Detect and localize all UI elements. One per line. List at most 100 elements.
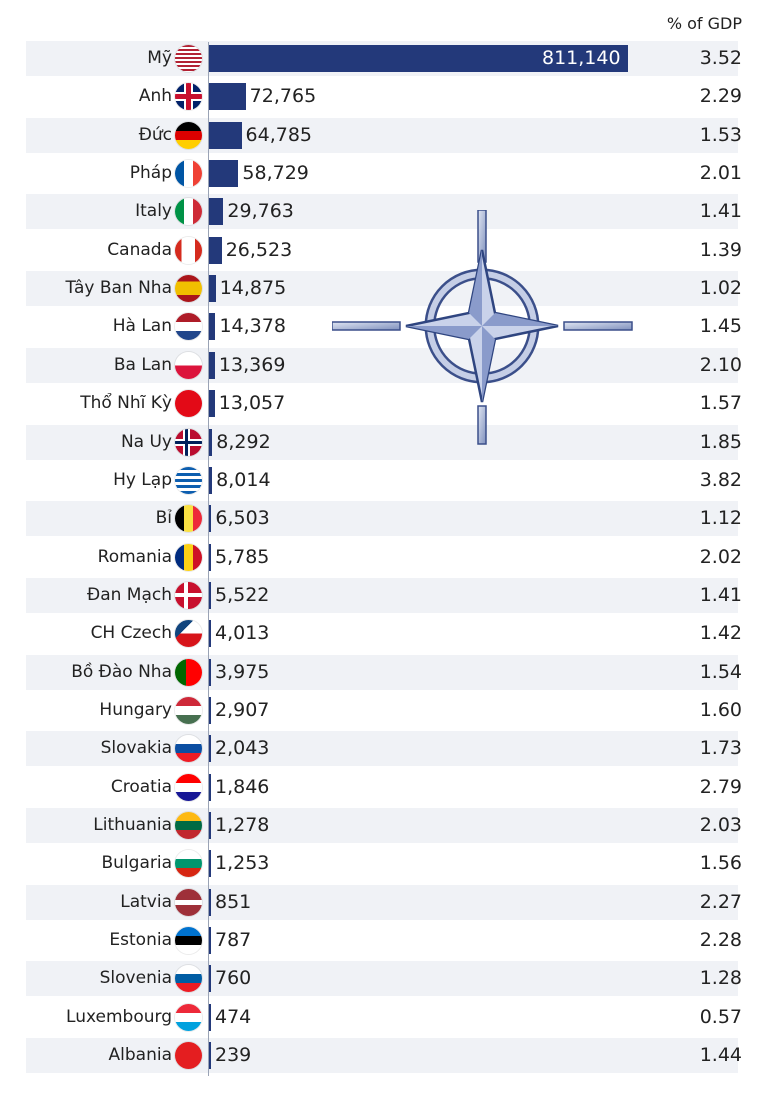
value-label: 72,765 [249,85,317,108]
value-label: 8,292 [216,430,271,453]
spending-bar [208,658,211,686]
spending-bar [208,543,211,571]
country-label: Slovenia [99,968,172,989]
country-label: Đức [138,124,172,145]
gdp-percent-value: 0.57 [699,1005,742,1028]
spending-bar [208,620,211,648]
gdp-percent-value: 3.82 [699,468,742,491]
table-row: Mỹ 811,140 3.52 [26,41,742,76]
value-label: 2,907 [215,698,270,721]
country-label: Đan Mạch [87,584,172,605]
table-row: Đức 64,785 1.53 [26,117,742,153]
croatia-flag-icon [175,773,202,801]
gdp-percent-value: 2.79 [699,775,742,798]
country-label: Estonia [109,930,172,951]
gdp-percent-value: 1.39 [699,238,742,261]
spending-bar [208,275,216,303]
value-label: 1,253 [215,852,270,875]
country-label: Canada [107,239,172,260]
netherlands-flag-icon [175,313,202,341]
gdp-percent-value: 2.01 [699,162,742,185]
value-label: 13,057 [218,392,286,415]
value-label: 64,785 [245,123,313,146]
table-row: Albania 239 1.44 [26,1038,742,1074]
value-label: 5,522 [215,583,270,606]
gdp-percent-value: 2.28 [699,929,742,952]
bulgaria-flag-icon [175,850,202,878]
value-label: 3,975 [215,660,270,683]
hungary-flag-icon [175,696,202,724]
spending-bar [208,1042,211,1070]
country-label: Latvia [120,891,172,912]
gdp-percent-value: 1.54 [699,660,742,683]
country-label: Bồ Đào Nha [71,661,172,682]
us-flag-icon [175,45,202,72]
italy-flag-icon [175,198,202,226]
spending-bar [208,390,215,418]
table-row: Estonia 787 2.28 [26,923,742,958]
table-row: Slovenia 760 1.28 [26,961,742,997]
gdp-percent-value: 1.60 [699,698,742,721]
table-row: Tây Ban Nha 14,875 1.02 [26,271,742,307]
gdp-percent-value: 1.41 [699,583,742,606]
spending-bar [208,505,212,533]
table-row: Hungary 2,907 1.60 [26,693,742,728]
spending-bar [208,198,224,226]
spain-flag-icon [175,275,202,303]
country-label: Hungary [99,699,172,720]
gdp-percent-value: 1.41 [699,200,742,223]
table-row: Bỉ 6,503 1.12 [26,501,742,537]
country-label: Albania [108,1045,172,1066]
country-label: Slovakia [100,738,172,759]
country-label: Luxembourg [66,1006,172,1027]
spending-bar [208,581,211,609]
table-row: Anh 72,765 2.29 [26,79,742,114]
value-label: 6,503 [215,507,270,530]
spending-bar [208,83,246,111]
value-label: 760 [215,967,252,990]
country-label: Tây Ban Nha [65,278,172,299]
gdp-percent-value: 1.85 [699,430,742,453]
gdp-percent-value: 3.52 [699,47,742,69]
germany-flag-icon [175,121,202,149]
value-label: 851 [215,890,252,913]
value-label: 239 [215,1044,252,1067]
gdp-percent-value: 1.42 [699,622,742,645]
table-row: Luxembourg 474 0.57 [26,1000,742,1035]
luxembourg-flag-icon [175,1003,202,1031]
czech-flag-icon [175,620,202,648]
latvia-flag-icon [175,888,202,916]
spending-bar [208,121,242,149]
spending-bar [208,927,211,955]
spending-bar [208,351,215,379]
value-label: 474 [215,1005,252,1028]
country-label: Hà Lan [112,316,172,337]
estonia-flag-icon [175,927,202,955]
denmark-flag-icon [175,581,202,609]
country-label: Croatia [110,776,172,797]
table-row: Croatia 1,846 2.79 [26,770,742,805]
spending-bar [208,696,211,724]
spending-bar [208,965,211,993]
country-label: Bulgaria [101,853,173,874]
table-row: Bồ Đào Nha 3,975 1.54 [26,654,742,690]
country-label: Bỉ [155,508,172,529]
table-row: Na Uy 8,292 1.85 [26,424,742,460]
country-label: Ba Lan [113,354,172,375]
table-row: Canada 26,523 1.39 [26,233,742,268]
uk-flag-icon [175,83,202,111]
value-label: 2,043 [215,737,270,760]
spending-bar [208,466,213,494]
portugal-flag-icon [175,658,202,686]
spending-bar [208,812,211,839]
table-row: Slovakia 2,043 1.73 [26,731,742,767]
value-label: 1,278 [215,814,270,836]
gdp-percent-value: 2.03 [699,814,742,836]
table-row: Bulgaria 1,253 1.56 [26,846,742,881]
gdp-percent-value: 1.53 [699,123,742,146]
gdp-percent-value: 2.02 [699,545,742,568]
table-row: Lithuania 1,278 2.03 [26,808,742,843]
value-label: 14,875 [219,277,287,300]
spending-bar [208,888,211,916]
gdp-percent-value: 2.27 [699,890,742,913]
